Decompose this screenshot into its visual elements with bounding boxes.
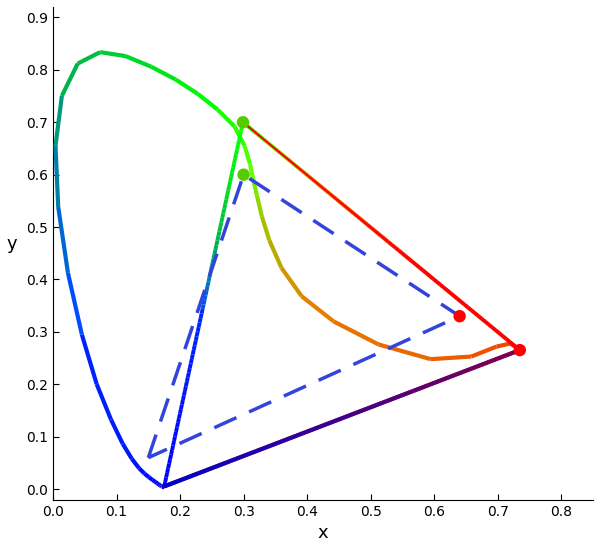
X-axis label: x: x — [318, 524, 328, 542]
Point — [238, 118, 248, 127]
Point — [515, 346, 524, 355]
Point — [239, 170, 248, 179]
Point — [455, 312, 464, 321]
Y-axis label: y: y — [7, 236, 17, 253]
